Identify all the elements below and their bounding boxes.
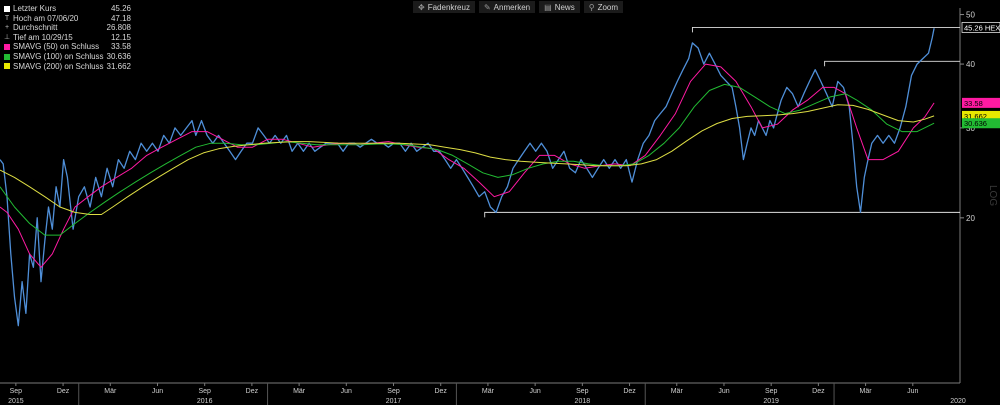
moving-average-line — [0, 104, 935, 215]
legend-value: 30.636 — [106, 51, 131, 61]
legend-row-low: ⊥ Tief am 10/29/15 12.15 — [4, 33, 131, 43]
legend-value: 12.15 — [110, 32, 131, 42]
last-price-swatch — [4, 5, 10, 12]
x-tick-label: Jun — [907, 388, 918, 395]
x-tick-label: Sep — [765, 388, 778, 395]
value-tag-label: 31.662 — [964, 112, 987, 121]
legend-label: Durchschnitt — [13, 23, 58, 33]
legend-row-smavg-100: SMAVG (100) on Schluss 30.636 — [4, 52, 131, 62]
x-year-label: 2016 — [197, 398, 213, 405]
x-tick-label: Dez — [57, 388, 70, 395]
legend-label: SMAVG (100) on Schluss — [13, 51, 104, 61]
crosshair-icon: ✥ — [418, 2, 425, 12]
x-tick-label: Jun — [718, 388, 729, 395]
x-tick-label: Sep — [198, 388, 211, 395]
legend-label: Letzter Kurs — [13, 4, 57, 13]
y-tick-label: 20 — [966, 214, 975, 223]
legend-value: 47.18 — [110, 13, 131, 23]
zoom-button[interactable]: ⚲ Zoom — [583, 1, 624, 13]
x-tick-label: Mär — [482, 388, 495, 395]
value-tag-box — [961, 22, 1000, 33]
x-tick-label: Sep — [10, 388, 23, 395]
legend-row-smavg-200: SMAVG (200) on Schluss 31.662 — [4, 62, 131, 72]
legend-value: 31.662 — [106, 61, 131, 71]
y-tick-label: 40 — [966, 60, 975, 69]
x-tick-label: Mär — [860, 388, 873, 395]
smavg-100-swatch — [4, 53, 10, 60]
zoom-label: Zoom — [597, 2, 619, 12]
annotate-label: Anmerken — [493, 2, 531, 12]
reference-line-level — [824, 60, 960, 67]
x-year-label: 2015 — [8, 398, 24, 405]
x-tick-label: Mär — [104, 388, 117, 395]
average-marker-icon: + — [4, 24, 10, 32]
smavg-200-swatch — [4, 63, 10, 70]
low-marker-icon: ⊥ — [4, 33, 11, 41]
x-tick-label: Sep — [387, 388, 400, 395]
annotate-button[interactable]: ✎ Anmerken — [478, 1, 536, 13]
reference-line-low — [484, 211, 960, 218]
pencil-icon: ✎ — [483, 2, 491, 12]
x-tick-label: Jun — [529, 388, 540, 395]
x-tick-label: Mär — [293, 388, 306, 395]
crosshair-button[interactable]: ✥ Fadenkreuz — [413, 1, 475, 13]
x-tick-label: Dez — [812, 388, 825, 395]
x-tick-label: Dez — [434, 388, 447, 395]
news-icon: ▤ — [544, 2, 552, 12]
x-tick-label: Dez — [246, 388, 259, 395]
legend-label: SMAVG (50) on Schluss — [13, 42, 100, 52]
legend-value: 33.58 — [110, 42, 131, 52]
news-label: News — [554, 2, 575, 12]
legend-label: Tief am 10/29/15 — [13, 32, 73, 42]
price-series-line — [0, 28, 935, 327]
legend-value: 45.26 — [110, 4, 131, 13]
x-year-label: 2018 — [575, 398, 591, 405]
log-scale-label: LOG — [987, 185, 998, 206]
legend-row-smavg-50: SMAVG (50) on Schluss 33.58 — [4, 42, 131, 52]
value-tag-box — [962, 118, 1000, 129]
x-tick-label: Sep — [576, 388, 589, 395]
x-tick-label: Jun — [152, 388, 163, 395]
chart-toolbar: ✥ Fadenkreuz ✎ Anmerken ▤ News ⚲ Zoom — [413, 1, 624, 13]
x-year-label: 2017 — [386, 398, 402, 405]
x-tick-label: Mär — [671, 388, 684, 395]
x-tick-label: Jun — [341, 388, 352, 395]
reference-line-high — [691, 26, 960, 33]
magnifier-icon: ⚲ — [588, 2, 595, 12]
legend-row-high: T Hoch am 07/06/20 47.18 — [4, 14, 131, 24]
news-button[interactable]: ▤ News — [539, 1, 580, 13]
value-tag-box — [962, 97, 1000, 108]
high-marker-icon: T — [4, 14, 10, 22]
y-tick-label: 50 — [966, 11, 975, 20]
legend: Letzter Kurs 45.26 T Hoch am 07/06/20 47… — [4, 4, 131, 71]
value-tag-label: 33.58 — [964, 99, 983, 108]
x-tick-label: Dez — [623, 388, 636, 395]
legend-label: Hoch am 07/06/20 — [13, 13, 79, 23]
x-year-label: 2020 — [950, 398, 966, 405]
moving-average-line — [0, 63, 935, 268]
legend-value: 26.808 — [106, 23, 131, 33]
value-tag-label: 45.26 HEX — [964, 23, 1000, 32]
y-tick-label: 30 — [966, 124, 975, 133]
smavg-50-swatch — [4, 44, 10, 51]
legend-label: SMAVG (200) on Schluss — [13, 61, 104, 71]
legend-row-average: + Durchschnitt 26.808 — [4, 23, 131, 33]
crosshair-label: Fadenkreuz — [427, 2, 470, 12]
x-year-label: 2019 — [763, 398, 779, 405]
value-tag-box — [962, 110, 1000, 121]
legend-row-last-price: Letzter Kurs 45.26 — [4, 4, 131, 14]
value-tag-label: 30.636 — [964, 119, 987, 128]
moving-average-line — [0, 83, 935, 236]
